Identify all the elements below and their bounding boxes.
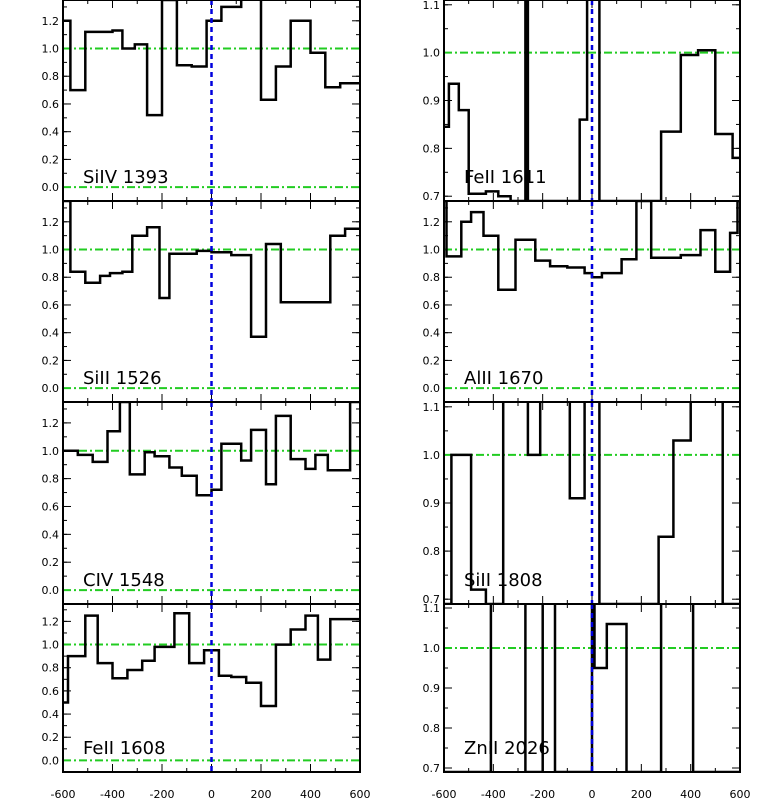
x-tick-label: 400	[680, 788, 701, 801]
flux-series	[63, 402, 360, 497]
x-tick-label: -200	[150, 788, 175, 801]
y-tick-label: 0.9	[423, 95, 441, 108]
y-tick-label: 0.8	[42, 662, 60, 675]
y-tick-label: 1.2	[42, 417, 60, 430]
y-tick-label: 1.1	[423, 602, 441, 615]
y-tick-label: 1.0	[42, 43, 60, 56]
panel-label: CIV 1548	[83, 570, 165, 591]
panel-5: 0.0 0.2 0.4 0.6 0.8 1.0 1.2 CIV 1548	[42, 401, 361, 605]
y-tick-label: 0.4	[42, 126, 60, 139]
x-tick-label: -200	[530, 788, 555, 801]
y-tick-label: 0.8	[423, 545, 441, 558]
panel-label: ZnII 2026	[464, 738, 550, 759]
y-tick-label: 1.2	[42, 216, 60, 229]
x-tick-label: 200	[251, 788, 272, 801]
y-tick-label: 0.9	[423, 497, 441, 510]
panel-4: 0.0 0.2 0.4 0.6 0.8 1.0 1.2 AlII 1670	[423, 200, 741, 403]
panel-3: 0.0 0.2 0.4 0.6 0.8 1.0 1.2 SiII 1526	[42, 200, 361, 403]
panel-6: 0.7 0.8 0.9 1.0 1.1 SiII 1808	[423, 401, 741, 606]
y-tick-label: 0.4	[423, 327, 441, 340]
y-tick-label: 0.2	[42, 153, 60, 166]
y-tick-label: 0.7	[423, 762, 441, 775]
y-tick-label: 0.8	[423, 271, 441, 284]
y-tick-label: 0.0	[42, 754, 60, 767]
panel-2: 0.7 0.8 0.9 1.0 1.1 FeII 1611	[423, 0, 741, 203]
x-tick-label: -400	[100, 788, 125, 801]
x-tick-label: 400	[300, 788, 321, 801]
y-tick-label: 1.2	[42, 615, 60, 628]
panel-label: SiIV 1393	[83, 167, 169, 188]
y-tick-label: 1.2	[423, 216, 441, 229]
y-tick-label: 1.1	[423, 401, 441, 414]
panel-8: 0.7 0.8 0.9 1.0 1.1 ZnII 2026 -600 -400 -200 0 200…	[423, 602, 751, 801]
y-tick-label: 1.0	[42, 639, 60, 652]
y-tick-label: 1.0	[42, 244, 60, 257]
flux-series	[63, 612, 360, 708]
panel-label: FeII 1608	[83, 738, 166, 759]
y-tick-label: 0.8	[423, 142, 441, 155]
flux-series	[444, 604, 740, 772]
flux-series	[63, 201, 360, 339]
y-tick-label: 1.1	[423, 0, 441, 12]
y-tick-label: 0.4	[42, 528, 60, 541]
y-tick-label: 0.0	[42, 584, 60, 597]
y-tick-label: 0.8	[42, 271, 60, 284]
y-tick-label: 0.7	[423, 190, 441, 203]
y-tick-label: 0.9	[423, 682, 441, 695]
y-tick-label: 0.2	[42, 556, 60, 569]
y-tick-label: 0.6	[42, 500, 60, 513]
y-tick-label: 1.0	[42, 445, 60, 458]
y-tick-label: 0.8	[423, 722, 441, 735]
x-tick-label: 200	[631, 788, 652, 801]
flux-series	[444, 0, 740, 201]
panel-label: FeII 1611	[464, 167, 547, 188]
y-tick-label: 1.2	[42, 15, 60, 28]
y-tick-label: 0.8	[42, 473, 60, 486]
y-tick-label: 1.0	[423, 244, 441, 257]
y-tick-label: 1.0	[423, 47, 441, 60]
y-tick-label: 0.0	[423, 382, 441, 395]
x-tick-label: 600	[730, 788, 751, 801]
x-tick-label: -400	[481, 788, 506, 801]
x-tick-label: 0	[589, 788, 596, 801]
y-tick-label: 0.2	[42, 354, 60, 367]
y-tick-label: 1.0	[423, 449, 441, 462]
flux-series	[444, 201, 740, 291]
x-tick-label: 600	[350, 788, 371, 801]
x-tick-label: 0	[208, 788, 215, 801]
y-tick-label: 0.4	[42, 327, 60, 340]
y-tick-label: 0.4	[42, 708, 60, 721]
panel-7: 0.0 0.2 0.4 0.6 0.8 1.0 1.2 FeII 1608 -600 -400 -2…	[42, 603, 371, 801]
y-tick-label: 0.0	[42, 382, 60, 395]
panel-label: AlII 1670	[464, 368, 543, 389]
y-tick-label: 0.7	[423, 593, 441, 606]
y-tick-label: 0.8	[42, 70, 60, 83]
panel-frame	[62, 603, 361, 773]
flux-series	[63, 0, 360, 117]
panel-label: SiII 1526	[83, 368, 162, 389]
y-tick-label: 0.6	[42, 98, 60, 111]
y-tick-label: 0.2	[423, 354, 441, 367]
panel-frame	[443, 603, 741, 773]
y-tick-label: 0.2	[42, 731, 60, 744]
y-tick-label: 0.6	[423, 299, 441, 312]
x-tick-label: -600	[432, 788, 457, 801]
x-tick-label: -600	[51, 788, 76, 801]
y-tick-label: 0.0	[42, 181, 60, 194]
panel-label: SiII 1808	[464, 570, 543, 591]
panel-1: 0.0 0.2 0.4 0.6 0.8 1.0 1.2 SiIV 1393	[42, 0, 361, 202]
flux-series	[444, 402, 740, 604]
y-tick-label: 0.6	[42, 685, 60, 698]
y-tick-label: 0.6	[42, 299, 60, 312]
y-tick-label: 1.0	[423, 642, 441, 655]
